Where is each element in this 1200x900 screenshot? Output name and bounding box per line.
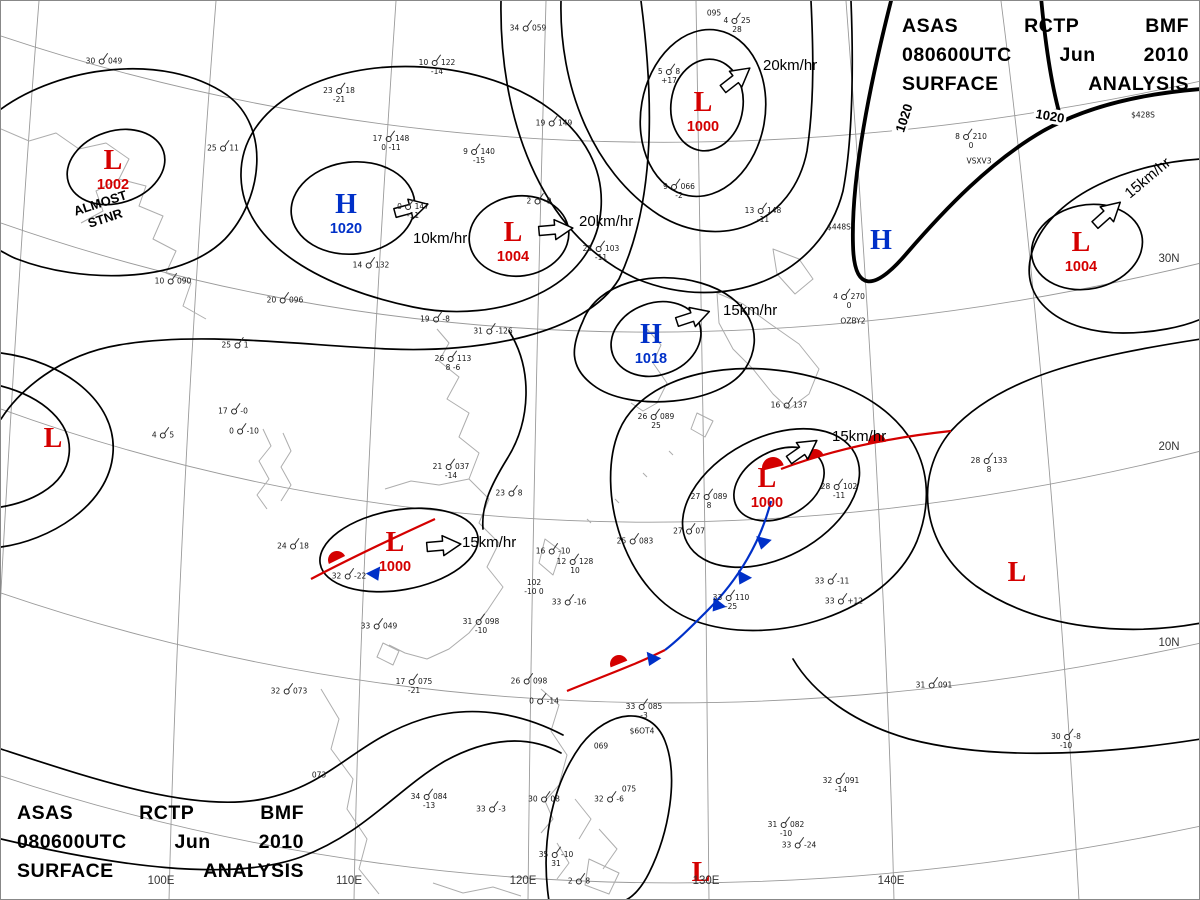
movement-arrow-icon <box>537 218 574 241</box>
title-block-top-right: ASAS RCTP BMF 080600UTC Jun 2010 SURFACE… <box>902 15 1189 96</box>
title-word: RCTP <box>1024 15 1080 37</box>
title-word: Jun <box>1059 44 1096 66</box>
fronts <box>310 429 952 693</box>
title-word: ASAS <box>17 802 74 824</box>
title-word: Jun <box>174 831 211 853</box>
movement-arrow-icon <box>719 67 751 94</box>
title-word: SURFACE <box>902 73 999 95</box>
title-word: SURFACE <box>17 860 114 882</box>
coastlines <box>1 128 820 897</box>
title-word: RCTP <box>139 802 195 824</box>
title-line-2: 080600UTC Jun 2010 <box>17 831 304 854</box>
title-word: ASAS <box>902 15 959 37</box>
cold-front-symbol <box>756 536 772 550</box>
title-word: 080600UTC <box>902 44 1012 66</box>
movement-arrow-icon <box>1091 201 1122 230</box>
title-line-3: SURFACE ANALYSIS <box>17 860 304 883</box>
movement-arrow-icon <box>393 198 429 220</box>
title-word: BMF <box>260 802 304 824</box>
title-line-2: 080600UTC Jun 2010 <box>902 44 1189 67</box>
motion-arrows <box>393 67 1122 557</box>
cold-front-symbol <box>646 651 662 666</box>
movement-arrow-icon <box>425 534 462 557</box>
title-block-bottom-left: ASAS RCTP BMF 080600UTC Jun 2010 SURFACE… <box>17 802 304 883</box>
movement-arrow-icon <box>785 439 818 465</box>
warm-front-symbol <box>762 457 784 471</box>
title-line-3: SURFACE ANALYSIS <box>902 73 1189 96</box>
cold-front-symbol <box>737 570 753 585</box>
movement-arrow-icon <box>674 306 711 328</box>
title-word: 2010 <box>1143 44 1189 66</box>
title-word: ANALYSIS <box>203 860 304 882</box>
cold-front-symbol <box>712 597 727 612</box>
warm-front-symbol <box>868 434 886 445</box>
title-word: BMF <box>1145 15 1189 37</box>
title-word: 080600UTC <box>17 831 127 853</box>
warm-front-symbol <box>328 551 346 564</box>
title-word: 2010 <box>258 831 304 853</box>
title-word: ANALYSIS <box>1088 73 1189 95</box>
warm-front-symbol <box>610 655 628 668</box>
cold-front-symbol <box>365 566 381 581</box>
title-line-1: ASAS RCTP BMF <box>17 802 304 825</box>
title-line-1: ASAS RCTP BMF <box>902 15 1189 38</box>
